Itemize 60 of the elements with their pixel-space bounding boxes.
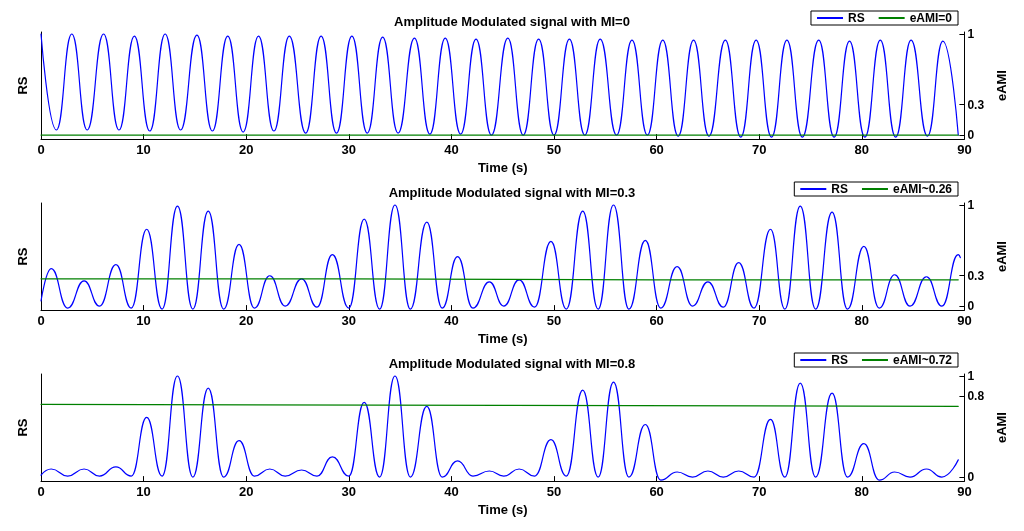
legend-label: RS xyxy=(831,353,848,367)
legend-label: eAMI~0.26 xyxy=(892,182,953,196)
y-axis-title: RS xyxy=(15,418,30,437)
y2-tick-label: 0.3 xyxy=(967,268,985,283)
x-tick-label: 50 xyxy=(546,313,562,329)
chart-title: Amplitude Modulated signal with MI=0.8 xyxy=(388,356,636,371)
x-tick-label: 90 xyxy=(957,142,972,158)
x-tick-label: 60 xyxy=(649,313,664,329)
y-axis-title: RS xyxy=(15,247,30,266)
x-tick-label: 40 xyxy=(444,313,459,329)
x-tick-label: 10 xyxy=(136,484,151,500)
x-tick-label: 70 xyxy=(751,142,767,158)
y2-tick-label: 0.3 xyxy=(967,97,985,112)
x-tick-label: 30 xyxy=(341,142,357,158)
legend-label: RS xyxy=(831,182,848,196)
x-axis-title: Time (s) xyxy=(477,331,528,346)
legend-label: eAMI~0.72 xyxy=(892,353,953,367)
y2-axis-title: eAMI xyxy=(994,241,1009,273)
line-series xyxy=(40,33,959,138)
y2-tick-label: 0 xyxy=(967,470,975,485)
x-tick-label: 20 xyxy=(238,484,254,500)
line-series xyxy=(40,375,959,481)
y-axis-title: RS xyxy=(15,76,30,95)
x-tick-label: 90 xyxy=(957,313,972,329)
x-tick-label: 20 xyxy=(238,313,254,329)
x-tick-label: 20 xyxy=(238,142,254,158)
x-tick-label: 50 xyxy=(546,142,562,158)
x-axis-title: Time (s) xyxy=(477,502,528,517)
x-tick-label: 90 xyxy=(957,484,972,500)
x-tick-label: 80 xyxy=(854,484,870,500)
y2-tick-label: 0 xyxy=(967,299,975,314)
x-tick-label: 70 xyxy=(751,484,767,500)
legend-label: RS xyxy=(847,11,865,25)
x-tick-label: 40 xyxy=(444,484,459,500)
y2-axis-title: eAMI xyxy=(994,70,1009,102)
x-tick-label: 80 xyxy=(854,142,870,158)
y2-tick-label: 0 xyxy=(967,128,975,143)
x-axis-title: Time (s) xyxy=(477,160,528,175)
x-tick-label: 10 xyxy=(136,313,151,329)
y2-tick-label: 1 xyxy=(967,369,975,384)
y2-tick-label: 1 xyxy=(967,27,975,42)
x-tick-label: 10 xyxy=(136,142,151,158)
x-tick-label: 60 xyxy=(649,484,664,500)
y2-tick-label: 1 xyxy=(967,198,975,213)
x-tick-label: 0 xyxy=(37,313,45,329)
line-series xyxy=(40,204,961,310)
x-tick-label: 60 xyxy=(649,142,664,158)
x-tick-label: 0 xyxy=(37,142,45,158)
x-tick-label: 40 xyxy=(444,142,459,158)
x-tick-label: 30 xyxy=(341,313,357,329)
x-tick-label: 0 xyxy=(37,484,45,500)
chart-title: Amplitude Modulated signal with MI=0 xyxy=(394,14,630,29)
x-tick-label: 70 xyxy=(751,313,767,329)
y2-tick-label: 0.8 xyxy=(967,389,985,404)
legend-label: eAMI=0 xyxy=(909,11,953,25)
x-tick-label: 30 xyxy=(341,484,357,500)
x-tick-label: 50 xyxy=(546,484,562,500)
x-tick-label: 80 xyxy=(854,313,870,329)
y2-axis-title: eAMI xyxy=(994,412,1009,444)
chart-title: Amplitude Modulated signal with MI=0.3 xyxy=(388,185,636,200)
